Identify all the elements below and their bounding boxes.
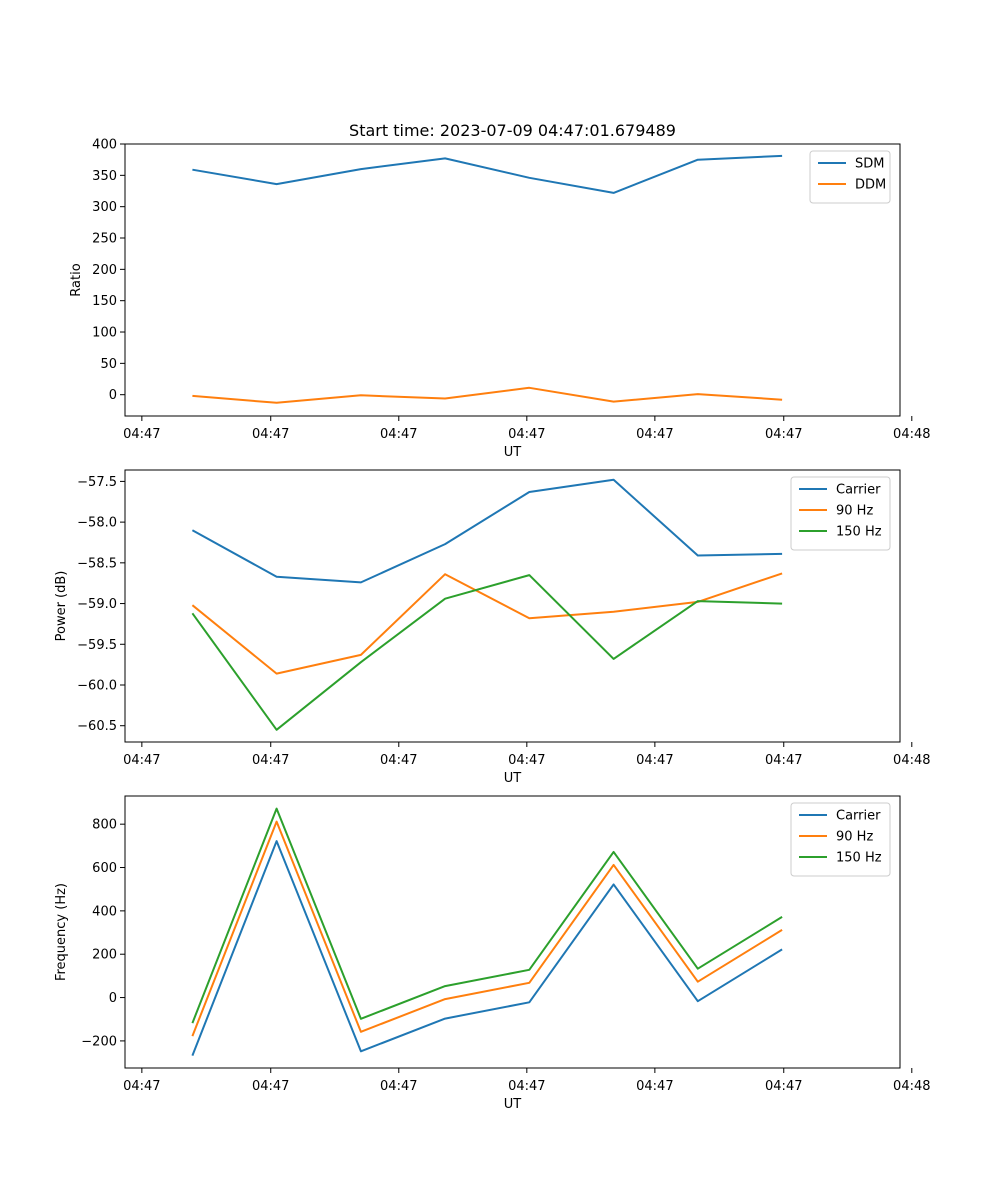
- x-tick-label: 04:47: [380, 1079, 417, 1094]
- x-tick-label: 04:47: [636, 427, 673, 442]
- series-line-carrier: [191, 478, 783, 584]
- legend-entry: 150 Hz: [836, 525, 882, 540]
- y-tick-label: 350: [92, 169, 117, 184]
- x-tick-label: 04:47: [636, 753, 673, 768]
- y-tick-label: −59.0: [77, 597, 117, 612]
- y-tick-label: −58.5: [77, 556, 117, 571]
- x-tick-label: 04:47: [508, 1079, 545, 1094]
- legend: Carrier 90 Hz 150 Hz: [790, 476, 891, 551]
- y-tick-label: 0: [109, 388, 117, 403]
- axes-frame: [124, 469, 901, 743]
- x-tick-label: 04:47: [252, 427, 289, 442]
- y-tick-label: −58.0: [77, 516, 117, 531]
- y-tick-label: 0: [109, 991, 117, 1006]
- x-axis-label: UT: [504, 445, 522, 460]
- series-line-150-hz: [191, 807, 783, 1024]
- series-line-90-hz: [191, 572, 783, 675]
- x-tick-label: 04:47: [380, 427, 417, 442]
- x-tick-label: 04:47: [636, 1079, 673, 1094]
- figure-title: Start time: 2023-07-09 04:47:01.679489: [349, 121, 676, 140]
- y-tick-label: 400: [92, 138, 117, 153]
- subplot-3: 04:47 04:47 04:47 04:47 04:47 04:47 04:48 −200 0…: [54, 795, 931, 1112]
- y-tick-label: −57.5: [77, 475, 117, 490]
- y-tick-label: 800: [92, 818, 117, 833]
- x-axis-label: UT: [504, 771, 522, 786]
- y-tick-label: 300: [92, 200, 117, 215]
- legend: SDM DDM: [809, 150, 891, 204]
- y-tick-label: −60.0: [77, 678, 117, 693]
- legend-entry: Carrier: [836, 809, 881, 824]
- x-tick-label: 04:47: [380, 753, 417, 768]
- x-tick-label: 04:47: [123, 1079, 160, 1094]
- x-axis-label: UT: [504, 1097, 522, 1112]
- y-tick-label: 150: [92, 294, 117, 309]
- y-axis-label: Power (dB): [54, 571, 69, 642]
- subplot-1: 04:47 04:47 04:47 04:47 04:47 04:47 04:48 0 50 10…: [69, 138, 931, 461]
- y-tick-label: 100: [92, 326, 117, 341]
- y-tick-label: −59.5: [77, 638, 117, 653]
- y-tick-label: 400: [92, 904, 117, 919]
- y-axis-label: Ratio: [69, 263, 84, 296]
- y-tick-label: 250: [92, 232, 117, 247]
- x-tick-label: 04:47: [508, 753, 545, 768]
- x-tick-label: 04:48: [893, 427, 930, 442]
- legend-entry: 90 Hz: [836, 830, 873, 845]
- axes-frame: [124, 795, 901, 1069]
- x-tick-label: 04:47: [123, 753, 160, 768]
- series-line-ddm: [192, 386, 783, 404]
- legend-entry: SDM: [855, 157, 884, 172]
- x-tick-label: 04:47: [508, 427, 545, 442]
- legend-entry: 150 Hz: [836, 851, 882, 866]
- legend-entry: DDM: [855, 178, 886, 193]
- legend-entry: Carrier: [836, 483, 881, 498]
- x-tick-label: 04:48: [893, 753, 930, 768]
- y-axis-label: Frequency (Hz): [54, 883, 69, 981]
- series-line-sdm: [192, 154, 783, 194]
- x-tick-label: 04:47: [252, 1079, 289, 1094]
- series-line-carrier: [191, 840, 783, 1056]
- y-tick-label: 50: [100, 357, 117, 372]
- x-tick-label: 04:47: [765, 1079, 802, 1094]
- x-tick-label: 04:48: [893, 1079, 930, 1094]
- x-tick-label: 04:47: [765, 427, 802, 442]
- y-tick-label: 200: [92, 263, 117, 278]
- y-tick-label: −60.5: [77, 719, 117, 734]
- axes-frame: [124, 143, 901, 417]
- x-tick-label: 04:47: [252, 753, 289, 768]
- series-line-150-hz: [191, 574, 783, 731]
- y-tick-label: 200: [92, 948, 117, 963]
- y-tick-label: 600: [92, 861, 117, 876]
- series-line-90-hz: [191, 820, 783, 1037]
- x-tick-label: 04:47: [765, 753, 802, 768]
- legend-entry: 90 Hz: [836, 504, 873, 519]
- y-tick-label: −200: [81, 1034, 117, 1049]
- legend: Carrier 90 Hz 150 Hz: [790, 802, 891, 877]
- subplot-2: 04:47 04:47 04:47 04:47 04:47 04:47 04:48 −60.5…: [54, 469, 931, 786]
- x-tick-label: 04:47: [123, 427, 160, 442]
